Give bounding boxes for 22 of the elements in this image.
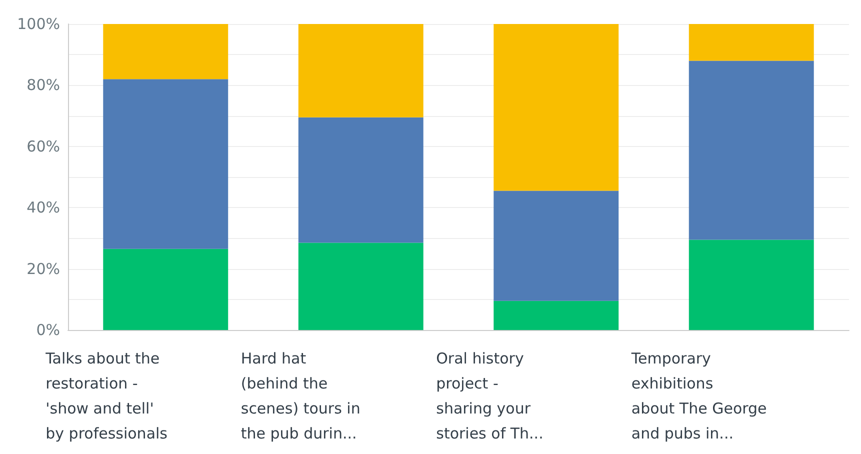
x-tick-label: Oral history project - sharing your stories of Th... — [436, 350, 544, 442]
bar — [103, 248, 228, 330]
bar — [298, 242, 424, 330]
bar — [688, 24, 814, 61]
bar — [494, 190, 619, 301]
bar — [298, 117, 424, 243]
y-tick-label: 0% — [36, 321, 60, 339]
x-tick-label: Hard hat (behind the scenes) tours in the pub durin... — [240, 350, 360, 442]
y-tick-label: 40% — [26, 198, 60, 217]
x-tick-label: Talks about the restoration - 'show and tell' by professionals — [44, 350, 168, 442]
y-tick-label: 20% — [26, 260, 60, 278]
y-tick-label: 60% — [26, 137, 60, 156]
x-tick-label: Temporary exhibitions about The George and pubs in... — [630, 350, 767, 442]
bar — [298, 24, 424, 118]
y-tick-label: 100% — [17, 15, 60, 33]
bar — [103, 24, 228, 80]
bar — [494, 300, 619, 330]
bar — [103, 79, 228, 249]
bar — [688, 240, 814, 330]
y-tick-label: 80% — [26, 76, 60, 94]
bar — [688, 60, 814, 240]
bar — [494, 24, 619, 191]
